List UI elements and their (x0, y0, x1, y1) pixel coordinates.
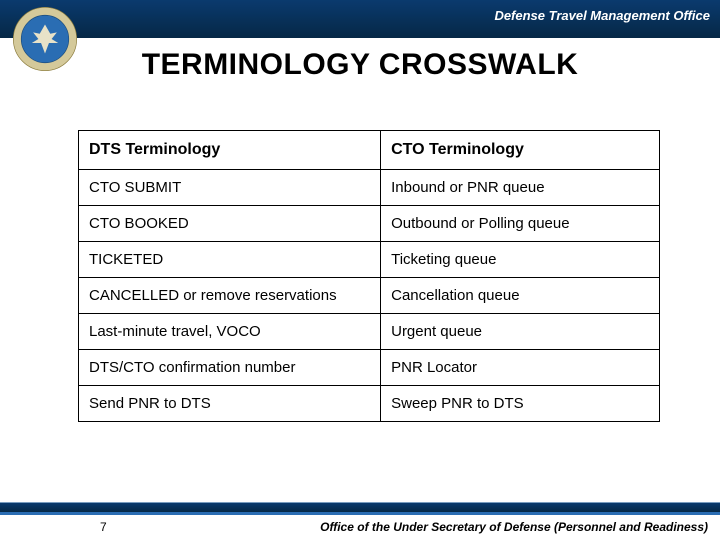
column-header-cto: CTO Terminology (381, 131, 660, 170)
header-bar: Defense Travel Management Office (0, 0, 720, 38)
table-row: Last-minute travel, VOCO Urgent queue (79, 314, 660, 350)
table-row: TICKETED Ticketing queue (79, 242, 660, 278)
cell-cto: Sweep PNR to DTS (381, 386, 660, 422)
table-row: CTO SUBMIT Inbound or PNR queue (79, 170, 660, 206)
column-header-dts: DTS Terminology (79, 131, 381, 170)
table-row: CANCELLED or remove reservations Cancell… (79, 278, 660, 314)
page-title: TERMINOLOGY CROSSWALK (0, 48, 720, 82)
footer-accent-bar (0, 502, 720, 512)
table-row: CTO BOOKED Outbound or Polling queue (79, 206, 660, 242)
crosswalk-table: DTS Terminology CTO Terminology CTO SUBM… (78, 130, 660, 422)
cell-dts: CANCELLED or remove reservations (79, 278, 381, 314)
cell-cto: Ticketing queue (381, 242, 660, 278)
cell-cto: Inbound or PNR queue (381, 170, 660, 206)
page-number: 7 (100, 520, 107, 534)
cell-cto: Outbound or Polling queue (381, 206, 660, 242)
table-row: Send PNR to DTS Sweep PNR to DTS (79, 386, 660, 422)
table-row: DTS/CTO confirmation number PNR Locator (79, 350, 660, 386)
cell-dts: DTS/CTO confirmation number (79, 350, 381, 386)
dod-seal-icon (12, 6, 78, 72)
crosswalk-table-container: DTS Terminology CTO Terminology CTO SUBM… (78, 130, 660, 422)
cell-dts: CTO BOOKED (79, 206, 381, 242)
cell-dts: CTO SUBMIT (79, 170, 381, 206)
header-office-text: Defense Travel Management Office (494, 8, 710, 23)
cell-dts: Send PNR to DTS (79, 386, 381, 422)
cell-dts: Last-minute travel, VOCO (79, 314, 381, 350)
footer-office-text: Office of the Under Secretary of Defense… (320, 520, 708, 534)
cell-dts: TICKETED (79, 242, 381, 278)
table-header-row: DTS Terminology CTO Terminology (79, 131, 660, 170)
cell-cto: Cancellation queue (381, 278, 660, 314)
cell-cto: PNR Locator (381, 350, 660, 386)
cell-cto: Urgent queue (381, 314, 660, 350)
